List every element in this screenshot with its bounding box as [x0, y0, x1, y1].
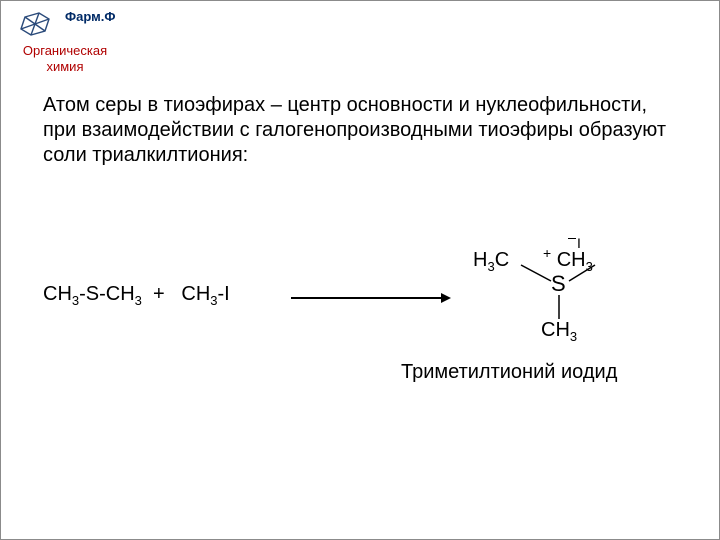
reaction-arrow-icon [291, 291, 451, 293]
reagent-1: CH3-S-CH3 [43, 283, 147, 305]
slide-header: Фарм.Ф [15, 7, 115, 41]
reagents-formula: CH3-S-CH3 + CH3-I [43, 283, 230, 308]
plus-sign: + [153, 283, 165, 305]
chemistry-logo-icon [15, 7, 59, 41]
product-ch3-bottom: CH3 [541, 319, 577, 344]
body-paragraph: Атом серы в тиоэфирах – центр основности… [43, 93, 679, 168]
slide-root: Фарм.Ф Органическая химия Атом серы в ти… [0, 0, 720, 540]
product-structure: H3C CH3 + I S CH3 [473, 241, 653, 361]
product-name-label: Триметилтионий иодид [401, 361, 617, 384]
faculty-label: Фарм.Ф [65, 7, 115, 24]
department-label: Органическая химия [15, 43, 115, 74]
reagent-2: CH3-I [181, 283, 229, 305]
